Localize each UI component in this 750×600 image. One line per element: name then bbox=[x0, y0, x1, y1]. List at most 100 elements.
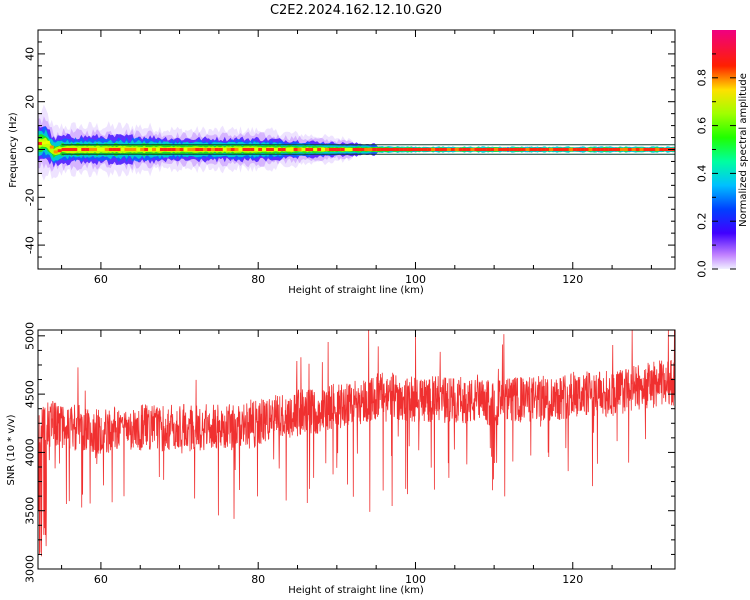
spectrogram-core-cell bbox=[297, 148, 302, 151]
spectrogram-y-tick-label: 40 bbox=[24, 47, 37, 61]
spectrogram-core-cell bbox=[273, 148, 278, 151]
spectrogram-core-cell bbox=[478, 148, 483, 151]
spectrogram-core-cell bbox=[423, 148, 428, 151]
spectrogram-core-cell bbox=[222, 148, 227, 151]
snr-panel: 60 80 100 120 3000 3500 4000 4500 5000 Height of… bbox=[6, 322, 676, 596]
spectrogram-core-cell bbox=[250, 148, 255, 151]
spectrogram-core-cell bbox=[368, 148, 373, 151]
spectrogram-core-cell bbox=[529, 148, 534, 151]
spectrogram-core-cell bbox=[77, 148, 82, 151]
spectrogram-core-cell bbox=[45, 140, 50, 144]
spectrogram-core-cell bbox=[124, 148, 129, 151]
spectrogram-core-cell bbox=[364, 148, 369, 151]
colorbar-tick-label: 0.2 bbox=[696, 212, 709, 230]
spectrogram-core-cell bbox=[242, 148, 247, 151]
spectrogram-core-cell bbox=[494, 148, 499, 151]
snr-plot-area bbox=[38, 330, 675, 557]
spectrogram-panel: 60 80 100 120 -40 -20 0 20 40 Height of straight… bbox=[8, 29, 679, 296]
spectrogram-core-cell bbox=[214, 148, 219, 151]
spectrogram-core-cell bbox=[120, 148, 125, 151]
spectrogram-core-cell bbox=[191, 148, 196, 151]
spectrogram-core-cell bbox=[403, 148, 408, 151]
spectrogram-core-cell bbox=[360, 148, 365, 151]
spectrogram-core-cell bbox=[462, 148, 467, 151]
spectrogram-core-cell bbox=[525, 148, 530, 151]
spectrogram-core-cell bbox=[207, 148, 212, 151]
spectrogram-core-cell bbox=[61, 148, 66, 151]
spectrogram-core-cell bbox=[395, 148, 400, 151]
spectrogram-core-cell bbox=[329, 148, 333, 151]
colorbar-tick-label: 0.6 bbox=[696, 117, 709, 135]
spectrogram-core-cell bbox=[659, 148, 664, 151]
spectrogram-core-cell bbox=[675, 148, 679, 151]
spectrogram-y-axis-label: Frequency (Hz) bbox=[8, 112, 19, 188]
snr-y-axis-label: SNR (10 * v/v) bbox=[6, 414, 17, 485]
spectrogram-core-cell bbox=[380, 148, 385, 151]
spectrogram-core-cell bbox=[128, 148, 133, 151]
spectrogram-core-cell bbox=[179, 148, 184, 151]
spectrogram-core-cell bbox=[344, 148, 349, 151]
spectrogram-core-cell bbox=[281, 148, 286, 151]
spectrogram-core-cell bbox=[313, 148, 318, 151]
spectrogram-core-cell bbox=[647, 148, 652, 151]
colorbar: 0.0 0.2 0.4 0.6 0.8 Normalized spectral ampl… bbox=[696, 30, 749, 278]
colorbar-ticks: 0.0 0.2 0.4 0.6 0.8 bbox=[696, 53, 736, 278]
spectrogram-core-cell bbox=[49, 145, 54, 149]
snr-y-tick-label: 3000 bbox=[24, 555, 37, 583]
spectrogram-core-cell bbox=[474, 148, 479, 151]
spectrogram-core-cell bbox=[502, 148, 506, 151]
spectrogram-core-cell bbox=[301, 148, 306, 151]
spectrogram-core-cell bbox=[73, 148, 78, 151]
spectrogram-x-tick-label: 80 bbox=[251, 273, 265, 286]
spectrogram-core-cell bbox=[187, 148, 192, 151]
spectrogram-x-tick-label: 100 bbox=[405, 273, 426, 286]
spectrogram-core-cell bbox=[305, 148, 310, 151]
spectrogram-core-cell bbox=[415, 148, 420, 151]
spectrogram-plot-area bbox=[38, 104, 679, 181]
spectrogram-core-cell bbox=[132, 148, 137, 151]
spectrogram-core-cell bbox=[376, 148, 381, 151]
spectrogram-core-cell bbox=[104, 148, 109, 151]
spectrogram-core-cell bbox=[144, 148, 149, 151]
spectrogram-core-cell bbox=[85, 148, 90, 151]
snr-y-tick-label: 5000 bbox=[24, 322, 37, 350]
spectrogram-core-cell bbox=[156, 148, 160, 151]
colorbar-tick-label: 0.0 bbox=[696, 260, 709, 278]
spectrogram-core-cell bbox=[266, 148, 271, 151]
spectrogram-core-cell bbox=[580, 148, 585, 151]
spectrogram-core-cell bbox=[466, 148, 471, 151]
spectrogram-core-cell bbox=[470, 148, 475, 151]
spectrogram-core-cell bbox=[505, 148, 510, 151]
spectrogram-y-tick-label: 20 bbox=[24, 95, 37, 109]
snr-x-tick-label: 60 bbox=[94, 573, 108, 586]
spectrogram-core-cell bbox=[159, 148, 164, 151]
spectrogram-core-cell bbox=[576, 148, 581, 151]
colorbar-tick-label: 0.8 bbox=[696, 69, 709, 87]
spectrogram-core-cell bbox=[498, 148, 503, 151]
spectrogram-core-cell bbox=[270, 148, 274, 151]
spectrogram-x-axis-label: Height of straight line (km) bbox=[288, 285, 424, 296]
spectrogram-core-cell bbox=[561, 148, 565, 151]
spectrogram-core-cell bbox=[336, 148, 341, 151]
spectrogram-core-cell bbox=[443, 148, 447, 151]
spectrogram-core-cell bbox=[254, 148, 259, 151]
spectrogram-core-cell bbox=[112, 148, 117, 151]
snr-x-axis-label: Height of straight line (km) bbox=[288, 585, 424, 596]
spectrogram-core-cell bbox=[246, 148, 251, 151]
spectrogram-core-cell bbox=[482, 148, 487, 151]
spectrogram-core-cell bbox=[277, 148, 282, 151]
spectrogram-core-cell bbox=[509, 148, 514, 151]
spectrogram-core-cell bbox=[38, 142, 42, 145]
spectrogram-core-cell bbox=[584, 148, 589, 151]
spectrogram-core-cell bbox=[238, 148, 243, 151]
spectrogram-core-cell bbox=[533, 148, 538, 151]
spectrogram-core-cell bbox=[458, 148, 463, 151]
spectrogram-core-cell bbox=[612, 148, 617, 151]
spectrogram-core-cell bbox=[258, 148, 263, 151]
spectrogram-core-cell bbox=[372, 148, 377, 151]
spectrogram-core-cell bbox=[616, 148, 620, 151]
spectrogram-ticks: 60 80 100 120 -40 -20 0 20 40 bbox=[24, 29, 675, 286]
spectrogram-core-cell bbox=[391, 148, 396, 151]
spectrogram-core-cell bbox=[93, 148, 97, 151]
